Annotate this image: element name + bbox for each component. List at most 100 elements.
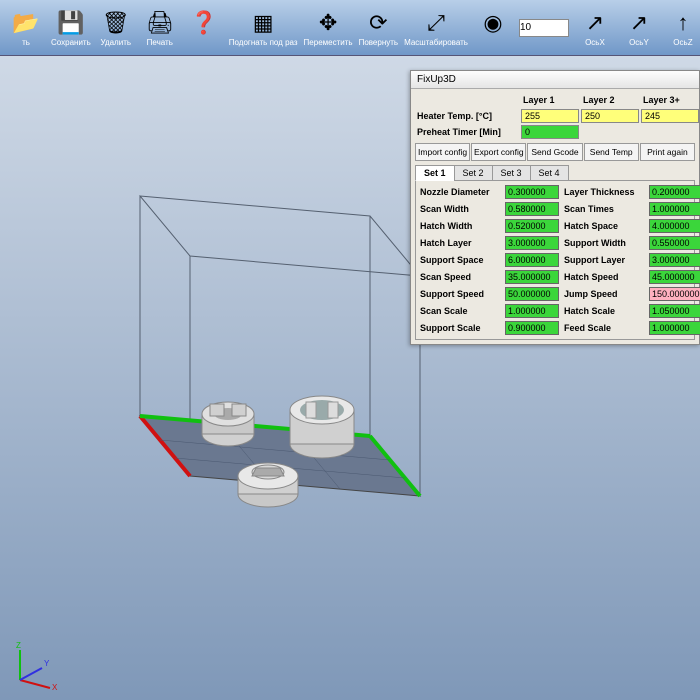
param-label: Scan Scale [420, 306, 500, 316]
move-button[interactable]: ✥Переместить [304, 9, 353, 47]
param-value[interactable]: 0.520000 [505, 219, 559, 233]
action-print-again[interactable]: Print again [640, 143, 695, 161]
param-value[interactable]: 35.000000 [505, 270, 559, 284]
open-button[interactable]: 📂ть [7, 9, 45, 47]
scale-button-icon: ⤢ [422, 9, 450, 37]
action-import-config[interactable]: Import config [415, 143, 470, 161]
heater-val-1[interactable]: 255 [521, 109, 579, 123]
param-value[interactable]: 1.000000 [649, 321, 700, 335]
axis-y-button[interactable]: ↗ОсьY [620, 9, 658, 47]
print-button-icon: 🖨 [146, 9, 174, 37]
param-value[interactable]: 50.000000 [505, 287, 559, 301]
preheat-label: Preheat Timer [Min] [415, 125, 519, 139]
value-input[interactable] [519, 19, 569, 37]
scale-button-label: Масштабировать [404, 38, 468, 47]
print-button[interactable]: 🖨Печать [141, 9, 179, 47]
svg-text:Z: Z [16, 641, 21, 650]
axis-y-button-icon: ↗ [625, 9, 653, 37]
build-volume [100, 186, 460, 576]
param-value[interactable]: 3.000000 [505, 236, 559, 250]
rotate-button-icon: ⟳ [364, 9, 392, 37]
move-button-label: Переместить [304, 38, 353, 47]
open-button-label: ть [22, 38, 30, 47]
axis-x-button[interactable]: ↗ОсьX [576, 9, 614, 47]
param-label: Scan Speed [420, 272, 500, 282]
action-send-temp[interactable]: Send Temp [584, 143, 639, 161]
param-label: Support Layer [564, 255, 644, 265]
param-value[interactable]: 1.000000 [505, 304, 559, 318]
svg-text:Y: Y [44, 659, 50, 668]
axis-z-button-icon: ↑ [669, 9, 697, 37]
heater-label: Heater Temp. [°C] [415, 109, 519, 123]
delete-button[interactable]: 🗑Удалить [97, 9, 135, 47]
preheat-val[interactable]: 0 [521, 125, 579, 139]
tab-set-4[interactable]: Set 4 [530, 165, 569, 181]
tab-set-1[interactable]: Set 1 [415, 165, 455, 181]
param-label: Hatch Scale [564, 306, 644, 316]
param-label: Support Speed [420, 289, 500, 299]
view-button[interactable]: ◉ [474, 9, 512, 47]
axis-y-button-label: ОсьY [629, 38, 649, 47]
tab-set-2[interactable]: Set 2 [454, 165, 493, 181]
param-value[interactable]: 0.300000 [505, 185, 559, 199]
param-label: Feed Scale [564, 323, 644, 333]
model-part-2 [290, 396, 354, 458]
fit-button[interactable]: ▦Подогнать под раз [229, 9, 298, 47]
param-value[interactable]: 45.000000 [649, 270, 700, 284]
param-label: Hatch Space [564, 221, 644, 231]
param-value[interactable]: 0.580000 [505, 202, 559, 216]
delete-button-label: Удалить [100, 38, 131, 47]
layer3-header: Layer 3+ [641, 93, 699, 107]
param-label: Support Space [420, 255, 500, 265]
param-value[interactable]: 1.050000 [649, 304, 700, 318]
axis-z-button[interactable]: ↑ОсьZ [664, 9, 700, 47]
param-value[interactable]: 3.000000 [649, 253, 700, 267]
fixup3d-panel: FixUp3D Layer 1 Layer 2 Layer 3+ Heater … [410, 70, 700, 345]
param-label: Jump Speed [564, 289, 644, 299]
svg-text:X: X [52, 683, 58, 690]
scale-button[interactable]: ⤢Масштабировать [404, 9, 468, 47]
axis-gizmo: Z X Y [10, 640, 60, 690]
action-export-config[interactable]: Export config [471, 143, 526, 161]
panel-title: FixUp3D [411, 71, 699, 89]
param-label: Nozzle Diameter [420, 187, 500, 197]
open-button-icon: 📂 [12, 9, 40, 37]
heater-val-3[interactable]: 245 [641, 109, 699, 123]
fit-button-label: Подогнать под раз [229, 38, 298, 47]
param-label: Support Width [564, 238, 644, 248]
save-button-label: Сохранить [51, 38, 91, 47]
delete-button-icon: 🗑 [102, 9, 130, 37]
axis-x-button-icon: ↗ [581, 9, 609, 37]
model-part-1 [202, 402, 254, 446]
rotate-button[interactable]: ⟳Повернуть [359, 9, 399, 47]
param-value[interactable]: 1.000000 [649, 202, 700, 216]
main-toolbar: 📂ть💾Сохранить🗑Удалить🖨Печать❓ ▦Подогнать… [0, 0, 700, 56]
heater-val-2[interactable]: 250 [581, 109, 639, 123]
print-button-label: Печать [147, 38, 173, 47]
tab-set-3[interactable]: Set 3 [492, 165, 531, 181]
param-value[interactable]: 0.200000 [649, 185, 700, 199]
move-button-icon: ✥ [314, 9, 342, 37]
model-part-3 [238, 463, 298, 507]
view-button-icon: ◉ [479, 9, 507, 37]
layer1-header: Layer 1 [521, 93, 579, 107]
param-value[interactable]: 0.550000 [649, 236, 700, 250]
param-value[interactable]: 150.000000 [649, 287, 700, 301]
axis-x-button-label: ОсьX [585, 38, 605, 47]
param-label: Hatch Layer [420, 238, 500, 248]
param-label: Support Scale [420, 323, 500, 333]
param-value[interactable]: 0.900000 [505, 321, 559, 335]
param-label: Layer Thickness [564, 187, 644, 197]
param-label: Hatch Speed [564, 272, 644, 282]
rotate-button-label: Повернуть [359, 38, 399, 47]
action-send-gcode[interactable]: Send Gcode [527, 143, 582, 161]
fit-button-icon: ▦ [249, 9, 277, 37]
help-button-icon: ❓ [190, 9, 218, 37]
save-button[interactable]: 💾Сохранить [51, 9, 91, 47]
save-button-icon: 💾 [57, 9, 85, 37]
param-value[interactable]: 4.000000 [649, 219, 700, 233]
axis-z-button-label: ОсьZ [673, 38, 692, 47]
param-label: Scan Times [564, 204, 644, 214]
help-button[interactable]: ❓ [185, 9, 223, 47]
param-value[interactable]: 6.000000 [505, 253, 559, 267]
